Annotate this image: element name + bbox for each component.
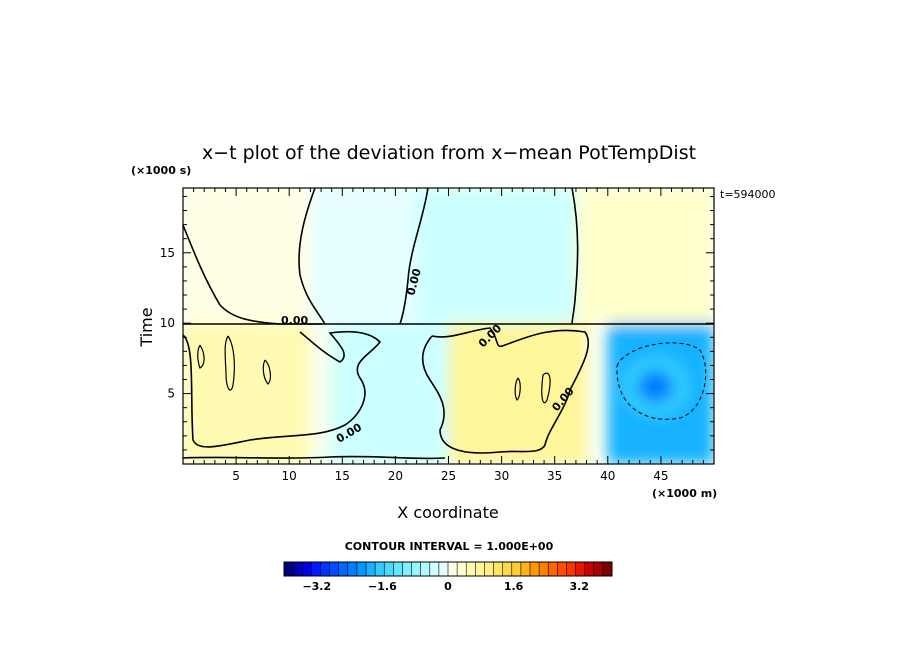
colorbar-cell (347, 562, 358, 576)
colorbar-cell (548, 562, 558, 576)
colorbar (283, 561, 613, 577)
contour-small-2 (541, 372, 551, 404)
colorbar-tick-label: −3.2 (302, 580, 331, 593)
chart-title: x−t plot of the deviation from x−mean Po… (202, 142, 696, 164)
colorbar-tick-label: 3.2 (569, 580, 589, 593)
colorbar-cell (375, 562, 385, 576)
contour-zero-left (183, 224, 322, 325)
contour-small-4 (197, 344, 205, 369)
contour-small-5 (262, 359, 271, 385)
colorbar-cell (338, 562, 349, 576)
colorbar-cell (484, 562, 494, 576)
colorbar-cell (393, 562, 403, 576)
colorbar-cell (429, 562, 440, 576)
shaded-field (183, 188, 714, 464)
colorbar-tick-label: 1.6 (504, 580, 524, 593)
y-tick-label: 10 (160, 316, 175, 330)
y-axis-title: Time (137, 307, 156, 347)
contour-zero-right (571, 188, 579, 325)
contour-label: 0.00 (281, 314, 308, 327)
colorbar-cell (438, 562, 449, 576)
field-region (183, 188, 311, 324)
field-region (448, 323, 587, 464)
colorbar-cell (448, 562, 458, 576)
colorbar-frame (283, 561, 613, 577)
colorbar-cell (520, 562, 531, 576)
colorbar-cell (420, 562, 431, 576)
contour-zero-center-left (298, 188, 326, 325)
x-tick-label: 20 (388, 469, 403, 483)
colorbar-cell (366, 562, 376, 576)
contour-lines (183, 188, 714, 460)
field-region (331, 323, 449, 464)
contour-lower-center (421, 327, 590, 454)
field-region (183, 323, 311, 464)
y-axis-ticks: 5 10 15 (160, 195, 714, 451)
colorbar-cell (320, 562, 330, 576)
colorbar-cell (457, 562, 467, 576)
contour-bottom-strip (183, 455, 446, 460)
x-tick-label: 10 (282, 469, 297, 483)
colorbar-cell (402, 562, 412, 576)
plot-area: 0.00 0.00 0.00 0.00 0.00 (183, 188, 714, 464)
contour-lower-left (183, 330, 382, 448)
contour-zero-center-right (399, 188, 429, 325)
x-tick-label: 25 (441, 469, 456, 483)
colorbar-cell (584, 562, 595, 576)
x-tick-label: 35 (547, 469, 562, 483)
colorbar-tick-label: −1.6 (368, 580, 397, 593)
colorbar-cell (475, 562, 485, 576)
colorbar-tick-label: 0 (444, 580, 452, 593)
colorbar-cell (593, 562, 604, 576)
colorbar-cell (329, 562, 339, 576)
colorbar-cell (384, 562, 394, 576)
colorbar-tick-labels: −3.2 −1.6 0 1.6 3.2 (302, 580, 589, 593)
x-tick-label: 45 (653, 469, 668, 483)
colorbar-cell (466, 562, 476, 576)
colorbar-cell (566, 562, 576, 576)
x-axis-title: X coordinate (397, 503, 498, 522)
colorbar-cell (575, 562, 585, 576)
colorbar-cell (293, 562, 303, 576)
x-unit-label: (×1000 m) (652, 487, 717, 500)
colorbar-cell (511, 562, 522, 576)
colorbar-cell (493, 562, 503, 576)
y-tick-label: 15 (160, 246, 175, 260)
x-tick-label: 15 (335, 469, 350, 483)
field-region (310, 188, 417, 324)
x-tick-label: 30 (494, 469, 509, 483)
field-region (416, 188, 576, 324)
contour-right-dashed (616, 342, 707, 420)
colorbar-cell (311, 562, 321, 576)
contour-small-3 (514, 377, 521, 401)
colorbar-cell (284, 562, 294, 576)
colorbar-cell (602, 562, 613, 576)
colorbar-cell (530, 562, 540, 576)
x-tick-label: 5 (232, 469, 240, 483)
colorbar-cell (411, 562, 421, 576)
field-region (575, 188, 714, 324)
colorbar-cell (557, 562, 567, 576)
x-axis-ticks: 5 10 15 20 25 30 35 40 45 (193, 188, 704, 483)
colorbar-cell (356, 562, 367, 576)
colorbar-cell (302, 562, 312, 576)
y-unit-label: (×1000 s) (131, 164, 191, 177)
field-extremum-core (637, 370, 674, 403)
colorbar-cell (539, 562, 549, 576)
time-stamp: t=594000 (720, 188, 776, 201)
x-tick-label: 40 (600, 469, 615, 483)
contour-small-1 (224, 335, 235, 391)
colorbar-cell (502, 562, 513, 576)
y-tick-label: 5 (167, 387, 175, 401)
contour-interval-label: CONTOUR INTERVAL = 1.000E+00 (345, 540, 554, 553)
